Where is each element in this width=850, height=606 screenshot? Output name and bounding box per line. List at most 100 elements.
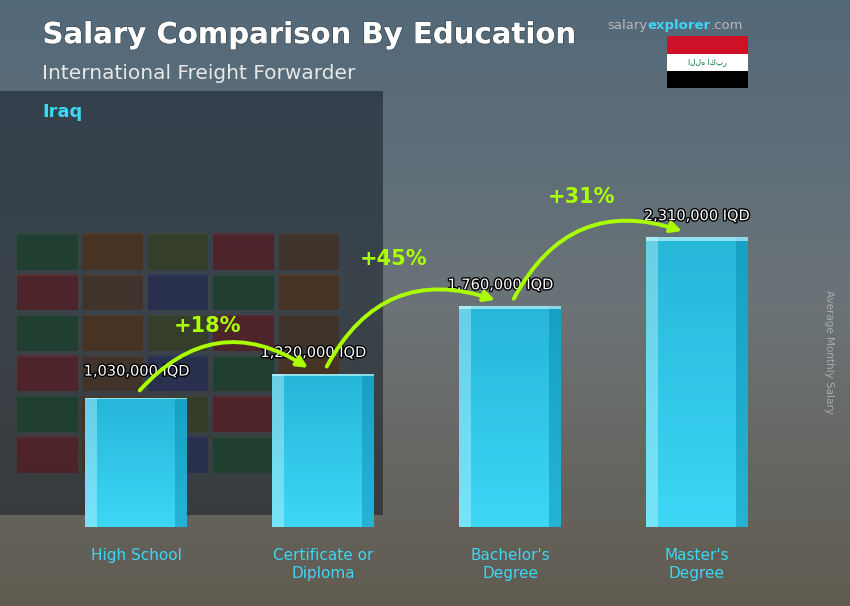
- Bar: [271, 496, 374, 501]
- Bar: [549, 306, 561, 527]
- Bar: [213, 274, 274, 276]
- Bar: [84, 398, 97, 527]
- Bar: [148, 274, 208, 276]
- FancyArrowPatch shape: [513, 221, 678, 299]
- Bar: [84, 401, 187, 404]
- Bar: [0, 182, 850, 188]
- Bar: [84, 414, 187, 418]
- Bar: [646, 288, 748, 295]
- Bar: [646, 259, 748, 266]
- Bar: [459, 362, 561, 367]
- Bar: [0, 67, 850, 73]
- Bar: [0, 170, 850, 176]
- Bar: [84, 466, 187, 469]
- Bar: [0, 551, 850, 558]
- Bar: [0, 394, 850, 400]
- Bar: [0, 218, 850, 224]
- Bar: [0, 448, 850, 454]
- Bar: [0, 321, 850, 327]
- Bar: [0, 461, 850, 467]
- Bar: [0, 0, 850, 6]
- Bar: [0, 533, 850, 539]
- Bar: [459, 318, 561, 323]
- Bar: [84, 411, 187, 414]
- Bar: [271, 378, 374, 382]
- Bar: [84, 456, 187, 459]
- Bar: [84, 472, 187, 476]
- Bar: [0, 351, 850, 358]
- Bar: [148, 315, 208, 316]
- Bar: [148, 396, 208, 432]
- Bar: [0, 309, 850, 315]
- Bar: [84, 418, 187, 421]
- Bar: [84, 404, 187, 408]
- Bar: [17, 396, 77, 432]
- Bar: [0, 485, 850, 491]
- Bar: [646, 339, 748, 346]
- Bar: [17, 315, 77, 351]
- Bar: [0, 188, 850, 194]
- Bar: [84, 398, 187, 399]
- Bar: [0, 285, 850, 291]
- Bar: [0, 497, 850, 503]
- Bar: [271, 458, 374, 462]
- Bar: [459, 417, 561, 422]
- Bar: [84, 437, 187, 440]
- Bar: [646, 419, 748, 426]
- Bar: [0, 382, 850, 388]
- Bar: [0, 515, 850, 521]
- Bar: [271, 474, 374, 478]
- Bar: [271, 519, 374, 524]
- Bar: [459, 494, 561, 499]
- Bar: [84, 511, 187, 514]
- Bar: [84, 443, 187, 447]
- Bar: [271, 454, 374, 458]
- Bar: [646, 324, 748, 331]
- Bar: [0, 570, 850, 576]
- Bar: [84, 450, 187, 453]
- Bar: [84, 482, 187, 485]
- Bar: [646, 476, 748, 484]
- Bar: [0, 424, 850, 430]
- Bar: [0, 594, 850, 600]
- Bar: [459, 433, 561, 439]
- Bar: [84, 476, 187, 479]
- Bar: [82, 315, 143, 316]
- Bar: [84, 453, 187, 456]
- Bar: [0, 564, 850, 570]
- Bar: [271, 385, 374, 390]
- Bar: [667, 71, 748, 88]
- Bar: [459, 461, 561, 467]
- Bar: [84, 501, 187, 505]
- Bar: [271, 397, 374, 401]
- Bar: [0, 224, 850, 230]
- Bar: [84, 462, 187, 466]
- Bar: [175, 398, 187, 527]
- Bar: [84, 491, 187, 495]
- Bar: [459, 505, 561, 511]
- Bar: [0, 267, 850, 273]
- Bar: [84, 469, 187, 472]
- Text: 2,310,000 IQD: 2,310,000 IQD: [644, 208, 750, 223]
- Bar: [459, 384, 561, 389]
- Bar: [0, 194, 850, 200]
- Bar: [82, 396, 143, 398]
- Bar: [0, 406, 850, 412]
- Bar: [148, 396, 208, 398]
- Bar: [148, 436, 208, 473]
- Bar: [213, 355, 274, 357]
- Bar: [82, 355, 143, 391]
- Bar: [646, 469, 748, 476]
- Bar: [279, 274, 339, 276]
- Bar: [82, 396, 143, 432]
- Bar: [0, 115, 850, 121]
- Bar: [0, 582, 850, 588]
- Bar: [82, 274, 143, 276]
- Bar: [0, 79, 850, 85]
- Bar: [0, 42, 850, 48]
- Bar: [646, 433, 748, 440]
- Bar: [459, 306, 561, 312]
- Bar: [0, 30, 850, 36]
- Bar: [459, 334, 561, 339]
- Bar: [0, 430, 850, 436]
